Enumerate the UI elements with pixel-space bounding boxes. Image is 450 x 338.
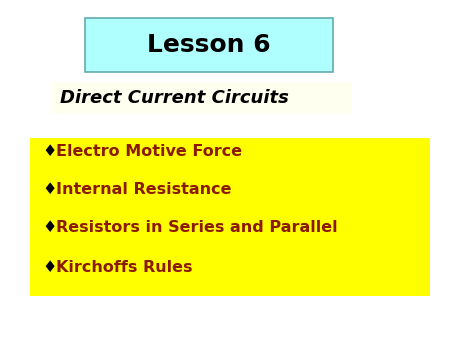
Text: ♦: ♦ [42, 261, 56, 275]
Text: ♦: ♦ [42, 220, 56, 236]
FancyBboxPatch shape [85, 18, 333, 72]
Text: Kirchoffs Rules: Kirchoffs Rules [56, 261, 193, 275]
Text: Lesson 6: Lesson 6 [147, 33, 271, 57]
Text: Direct Current Circuits: Direct Current Circuits [60, 89, 289, 107]
Text: Electro Motive Force: Electro Motive Force [56, 145, 242, 160]
Text: Internal Resistance: Internal Resistance [56, 183, 231, 197]
FancyBboxPatch shape [52, 82, 352, 114]
Text: ♦: ♦ [42, 183, 56, 197]
Text: Resistors in Series and Parallel: Resistors in Series and Parallel [56, 220, 338, 236]
Text: ♦: ♦ [42, 145, 56, 160]
FancyBboxPatch shape [30, 138, 430, 296]
